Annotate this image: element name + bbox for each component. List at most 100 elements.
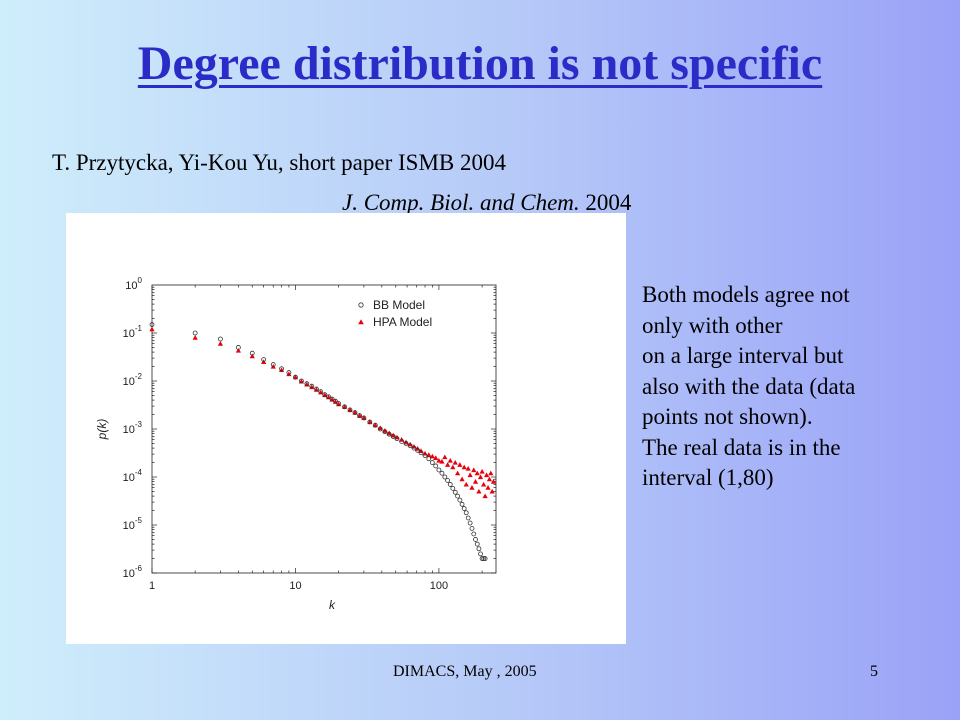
hpa-point [479,468,485,474]
bb-point [457,497,463,503]
y-tick-exponent: -2 [135,372,143,381]
y-tick-exponent: 0 [138,276,143,285]
note-line: points not shown). [642,404,813,429]
bb-point [450,485,456,491]
hpa-point [278,367,285,373]
bb-point [481,556,487,561]
legend-bb-label: BB Model [373,298,425,312]
hpa-point [489,488,495,494]
bb-point [218,336,223,342]
y-tick-exponent: -5 [135,516,143,525]
hpa-point [382,428,388,433]
y-tick-label: 100 [125,276,142,292]
bb-point [471,531,477,537]
note-line: Both models agree not [642,282,850,307]
authors-line: T. Przytycka, Yi-Kou Yu, short paper ISM… [52,150,506,175]
y-tick-exponent: -3 [135,420,143,429]
bb-point [304,381,310,387]
legend-hpa-marker [358,319,364,325]
bb-point [469,525,475,531]
hpa-point [490,479,497,484]
hpa-point [192,335,198,340]
hpa-point [467,472,473,478]
x-axis-label: k [329,598,336,612]
y-tick-mantissa: 10 [125,280,137,292]
bb-point [309,383,315,389]
bb-point [418,450,424,456]
note-line: The real data is in the [642,434,841,460]
bb-point [426,456,432,462]
hpa-point [482,493,488,499]
note-line: only with other [642,312,783,338]
hpa-point [447,457,453,463]
bb-point [447,482,453,487]
bb-point [336,401,342,406]
hpa-point [442,454,448,460]
hpa-point [235,347,241,353]
bb-point [473,537,478,542]
hpa-point [394,434,400,440]
bb-point [433,463,439,469]
bb-point [482,556,488,561]
hpa-point [457,462,463,467]
bb-point [249,350,255,356]
hpa-point [286,371,292,377]
y-tick-mantissa: 10 [123,568,135,580]
bb-point [479,556,485,561]
bb-point [422,453,428,458]
hpa-point [372,422,378,428]
bb-point [361,415,367,421]
hpa-point [465,465,471,471]
bb-point [436,467,442,473]
y-tick-label: 10-2 [123,372,143,388]
note-line: also with the data (data [642,373,856,399]
hpa-point [484,472,490,478]
bb-point [476,546,482,552]
hpa-point [426,452,432,457]
bb-point [279,366,284,372]
slide-title: Degree distribution is not specific [137,37,823,90]
hpa-point [455,470,461,476]
hpa-point [469,485,475,490]
bb-point [452,489,458,495]
hpa-point [471,467,477,473]
y-axis-label: p(k) [95,419,109,441]
hpa-point [347,407,353,412]
journal-line: J. Comp. Biol. and Chem. 2004 [342,190,631,216]
bb-point [377,426,383,432]
note-text: Both models agree not only with other on… [642,280,952,494]
journal-year: 2004 [585,190,632,215]
bb-point [314,386,319,392]
page-number: 5 [870,663,878,680]
bb-point [342,404,347,410]
note-line: on a large interval but [642,343,844,368]
hpa-point [439,458,445,464]
hpa-point [452,459,458,465]
bb-point [463,510,469,516]
chart-figure: 1 10 100 100 10-1 10-2 10-3 10-4 10-5 10-6 k p(k) BB… [66,213,626,644]
bb-point [293,374,298,380]
hpa-point [357,413,363,418]
bb-point [372,422,378,428]
bb-point [329,396,335,402]
x-tick-label: 100 [430,580,448,592]
bb-point [429,460,435,465]
bb-point [445,477,451,483]
y-tick-mantissa: 10 [123,376,135,388]
y-tick-label: 10-6 [123,564,143,580]
bb-point [261,357,267,362]
hpa-point [472,479,479,484]
hpa-point [463,481,469,487]
bb-point [298,378,304,384]
bb-point [461,506,467,511]
hpa-point [461,464,467,470]
bb-point [467,520,473,526]
hpa-point [450,464,456,470]
bb-point [390,434,396,439]
bb-point [192,330,198,336]
bb-point [478,551,483,557]
hpa-point [403,439,409,445]
bb-point [352,410,358,415]
y-tick-exponent: -6 [135,564,143,573]
hpa-point [377,425,383,431]
